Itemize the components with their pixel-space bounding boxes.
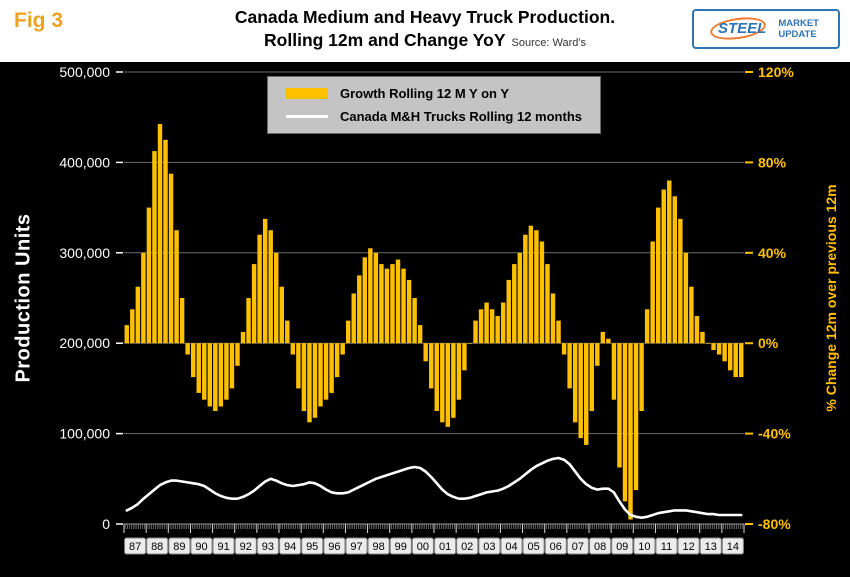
svg-text:500,000: 500,000 bbox=[59, 64, 110, 80]
svg-text:0%: 0% bbox=[758, 335, 779, 351]
logo-steel-text: STEEL bbox=[718, 20, 767, 37]
year-label-box bbox=[611, 537, 634, 555]
year-label: 13 bbox=[705, 541, 717, 553]
logo-update-text: UPDATE bbox=[778, 29, 817, 40]
x-axis-minor-ticks bbox=[123, 524, 745, 533]
year-label-box bbox=[389, 537, 412, 555]
year-label-box bbox=[146, 537, 169, 555]
year-label: 87 bbox=[129, 541, 141, 553]
legend-bar-label: Growth Rolling 12 M Y on Y bbox=[340, 86, 510, 101]
year-label: 89 bbox=[173, 541, 185, 553]
figure-label: Fig 3 bbox=[14, 9, 64, 32]
bar-series-growth-yoy bbox=[124, 123, 744, 520]
year-label: 12 bbox=[682, 541, 694, 553]
year-label: 91 bbox=[217, 541, 229, 553]
legend-bar-swatch-icon bbox=[286, 88, 328, 99]
year-label-box bbox=[522, 537, 545, 555]
svg-text:0: 0 bbox=[102, 516, 110, 532]
svg-text:300,000: 300,000 bbox=[59, 245, 110, 261]
year-label: 03 bbox=[483, 541, 495, 553]
year-label-box bbox=[323, 537, 346, 555]
year-label-box bbox=[544, 537, 567, 555]
year-label-box bbox=[566, 537, 589, 555]
year-label-box bbox=[279, 537, 302, 555]
legend: Growth Rolling 12 M Y on Y Canada M&H Tr… bbox=[267, 76, 601, 134]
year-label-box bbox=[478, 537, 501, 555]
year-label-box bbox=[367, 537, 390, 555]
year-label-box bbox=[234, 537, 257, 555]
legend-line-label: Canada M&H Trucks Rolling 12 months bbox=[340, 109, 582, 124]
year-label-box bbox=[345, 537, 368, 555]
svg-text:40%: 40% bbox=[758, 245, 787, 261]
year-label: 92 bbox=[240, 541, 252, 553]
logo-steel-wrap: STEEL bbox=[708, 14, 771, 43]
year-label: 14 bbox=[727, 541, 739, 553]
year-label-box bbox=[212, 537, 235, 555]
year-label: 98 bbox=[372, 541, 384, 553]
chart-title-line2: Rolling 12m and Change YoY bbox=[264, 30, 506, 50]
logo-market-update: MARKET UPDATE bbox=[778, 18, 819, 41]
year-label-box bbox=[190, 537, 213, 555]
logo-market-text: MARKET bbox=[778, 17, 819, 29]
year-label: 90 bbox=[195, 541, 207, 553]
x-axis-year-labels: 87 88 89 90 91 92 93 94 95 96 97 98 99 00 01 02 03 04 05 06… bbox=[124, 537, 744, 555]
left-axis-tick-labels: 500,000 400,000 300,000 200,000 100,000 0 bbox=[59, 64, 123, 532]
year-label: 10 bbox=[638, 541, 650, 553]
year-label: 88 bbox=[151, 541, 163, 553]
svg-text:80%: 80% bbox=[758, 154, 787, 170]
svg-text:-80%: -80% bbox=[758, 516, 791, 532]
chart-title-line1: Canada Medium and Heavy Truck Production… bbox=[234, 7, 616, 27]
chart-title-line2-row: Rolling 12m and Change YoY Source: Ward's bbox=[0, 30, 850, 51]
legend-entry-bar: Growth Rolling 12 M Y on Y bbox=[286, 86, 582, 101]
year-label: 94 bbox=[284, 541, 296, 553]
svg-text:400,000: 400,000 bbox=[59, 154, 110, 170]
svg-text:200,000: 200,000 bbox=[59, 335, 110, 351]
year-label: 97 bbox=[350, 541, 362, 553]
year-label: 96 bbox=[328, 541, 340, 553]
plot-svg: 500,000400,000300,000200,000100,0000120%… bbox=[59, 64, 794, 555]
year-label-box bbox=[168, 537, 191, 555]
legend-line-swatch-icon bbox=[286, 115, 328, 118]
year-label-box bbox=[411, 537, 434, 555]
svg-text:-40%: -40% bbox=[758, 426, 791, 442]
year-label-box bbox=[721, 537, 744, 555]
chart-area: Production Units % Change 12m over previ… bbox=[0, 62, 850, 577]
year-label-box bbox=[124, 537, 147, 555]
year-label-box bbox=[301, 537, 324, 555]
year-label: 93 bbox=[262, 541, 274, 553]
source-label: Source: Ward's bbox=[511, 37, 586, 49]
year-label: 06 bbox=[550, 541, 562, 553]
year-label-box bbox=[256, 537, 279, 555]
title-block: Canada Medium and Heavy Truck Production… bbox=[0, 0, 850, 51]
year-label: 04 bbox=[505, 541, 517, 553]
year-label: 02 bbox=[461, 541, 473, 553]
year-label-box bbox=[434, 537, 457, 555]
line-series-production bbox=[125, 456, 743, 520]
svg-text:120%: 120% bbox=[758, 64, 794, 80]
year-label: 95 bbox=[306, 541, 318, 553]
year-label-box bbox=[633, 537, 656, 555]
year-label: 08 bbox=[594, 541, 606, 553]
right-axis-tick-labels: 120% 80% 40% 0% -40% -80% bbox=[745, 64, 794, 532]
year-label-box bbox=[699, 537, 722, 555]
year-label: 01 bbox=[439, 541, 451, 553]
year-label: 11 bbox=[661, 541, 672, 553]
smu-logo: STEEL MARKET UPDATE bbox=[692, 9, 840, 49]
year-label: 07 bbox=[572, 541, 584, 553]
year-label: 99 bbox=[395, 541, 407, 553]
year-label-box bbox=[677, 537, 700, 555]
year-label-box bbox=[589, 537, 612, 555]
year-label: 05 bbox=[527, 541, 539, 553]
year-label: 09 bbox=[616, 541, 628, 553]
svg-text:100,000: 100,000 bbox=[59, 426, 110, 442]
year-label: 00 bbox=[417, 541, 429, 553]
year-label-box bbox=[456, 537, 479, 555]
year-label-box bbox=[655, 537, 678, 555]
year-label-box bbox=[500, 537, 523, 555]
header: Fig 3 Canada Medium and Heavy Truck Prod… bbox=[0, 0, 850, 62]
legend-entry-line: Canada M&H Trucks Rolling 12 months bbox=[286, 109, 582, 124]
